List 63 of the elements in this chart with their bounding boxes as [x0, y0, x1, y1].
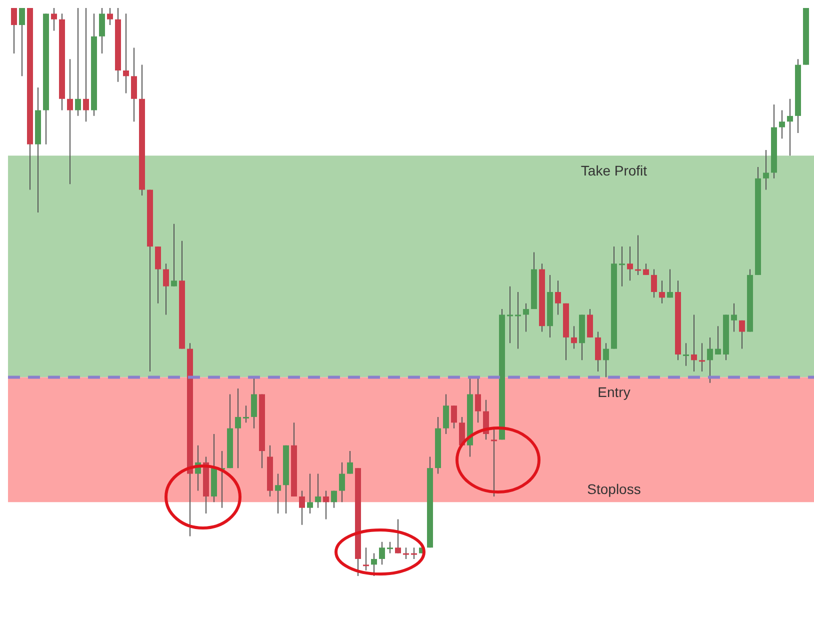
candlestick: [411, 547, 417, 560]
candlestick: [635, 234, 641, 276]
candlestick: [131, 47, 137, 122]
candlestick: [83, 8, 89, 122]
candlestick: [515, 292, 521, 350]
candlestick: [363, 547, 369, 571]
ref-line-label: Entry: [598, 384, 630, 400]
candlestick: [123, 13, 129, 94]
candlestick: [763, 150, 769, 190]
candlestick: [339, 462, 345, 503]
candlestick: [275, 473, 281, 514]
candlestick: [603, 342, 609, 378]
candlestick: [371, 552, 377, 576]
candlestick: [99, 8, 105, 54]
candlestick: [451, 405, 457, 429]
candlestick: [243, 405, 249, 424]
candlestick: [699, 342, 705, 372]
candlestick: [643, 263, 649, 276]
candlestick: [171, 223, 177, 287]
candlestick: [739, 320, 745, 350]
candlestick: [347, 450, 353, 474]
candlestick: [555, 280, 561, 316]
candlestick: [331, 490, 337, 508]
candlestick: [299, 490, 305, 526]
candlestick: [235, 388, 241, 469]
candlestick: [107, 8, 113, 26]
candlestick: [155, 246, 161, 304]
candlestick: [251, 376, 257, 429]
candlestick: [443, 394, 449, 434]
candlestick: [395, 518, 401, 554]
candlestick: [779, 110, 785, 140]
candlestick: [571, 326, 577, 350]
candlestick: [651, 268, 657, 298]
candlestick: [507, 286, 513, 344]
candlestick: [707, 336, 713, 384]
candlestick: [11, 8, 17, 54]
candlestick: [387, 541, 393, 554]
candlestick: [715, 326, 721, 355]
candlestick: [523, 302, 529, 332]
candlestick: [307, 473, 313, 514]
candlestick: [379, 541, 385, 566]
candlestick: [691, 314, 697, 372]
candlestick: [619, 246, 625, 287]
candlestick: [731, 302, 737, 332]
candlestick: [75, 8, 81, 116]
candlestick: [595, 331, 601, 372]
candlestick: [787, 98, 793, 156]
candlestick: [659, 280, 665, 304]
candlestick: [323, 490, 329, 520]
candlestick: [315, 473, 321, 508]
candlestick: [51, 8, 57, 32]
candlestick: [163, 263, 169, 316]
candlestick: [683, 342, 689, 366]
candlestick: [667, 268, 673, 298]
candlestick: [587, 308, 593, 338]
band-label: Take Profit: [580, 162, 648, 179]
candlestick: [19, 8, 25, 77]
candlestick: [67, 58, 73, 185]
candlestick: [491, 428, 497, 497]
candlestick: [475, 376, 481, 424]
candlestick: [627, 246, 633, 282]
candlestick: [403, 547, 409, 560]
band-label: Stoploss: [587, 481, 641, 498]
